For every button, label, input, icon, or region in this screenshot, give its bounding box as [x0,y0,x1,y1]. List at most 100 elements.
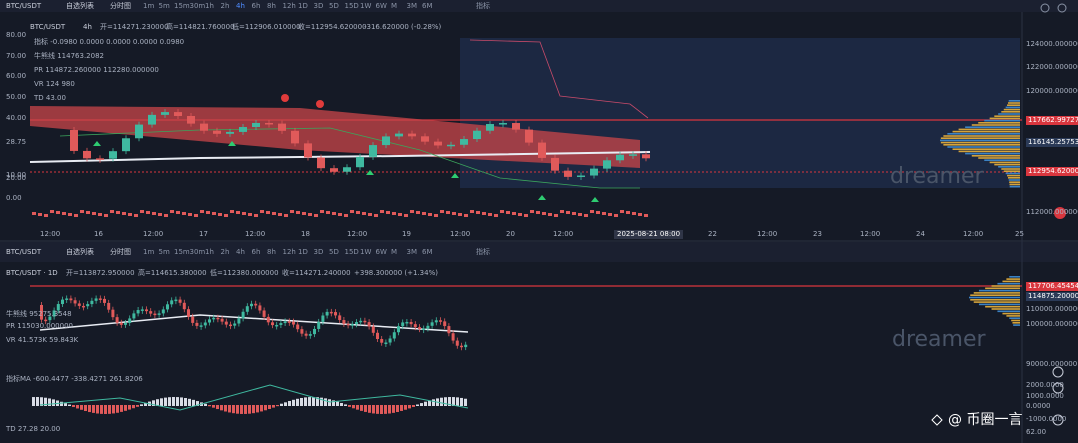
indicator-button[interactable]: 指标 [476,248,490,256]
decoration [203,322,207,326]
decoration [332,400,335,406]
decoration [1002,280,1020,283]
decoration [44,319,48,322]
y-axis-label: 40.00 [6,114,27,122]
decoration [140,210,144,213]
decoration [146,211,150,214]
time-label: 22 [708,230,717,238]
decoration [392,405,395,413]
decoration [494,214,498,217]
decoration [642,154,650,159]
decoration [965,126,1020,128]
decoration [978,157,1020,159]
interval[interactable]: 30m [189,2,206,10]
interval[interactable]: 5m [158,2,170,10]
decoration [152,212,156,215]
interval[interactable]: M [391,248,398,256]
interval[interactable]: 15m [174,248,190,256]
interval[interactable]: 1m [143,2,155,10]
decoration [991,285,1020,287]
decoration [518,213,522,216]
interval[interactable]: 12h [282,2,296,10]
interval[interactable]: 6W [375,2,387,10]
decoration [230,210,234,213]
ohlc: 收=112954.620000 [298,23,367,31]
interval[interactable]: 5D [329,2,339,10]
decoration [220,405,223,411]
indicator-button[interactable]: 指标 [476,2,490,10]
interval[interactable]: 6h [251,248,261,256]
interval[interactable]: 4h [236,248,245,256]
decoration [1006,315,1020,317]
interval[interactable]: 1W [360,2,372,10]
interval[interactable]: 2h [220,2,230,10]
interval[interactable]: 6W [375,248,387,256]
decoration [266,211,270,214]
decoration [344,214,348,217]
interval-label[interactable]: 4h [83,23,92,31]
decoration [176,211,180,214]
decoration [278,123,286,131]
decoration [276,405,279,407]
tab[interactable]: 分时图 [110,2,131,10]
interval[interactable]: 2h [220,248,230,256]
decoration [44,214,48,217]
tab[interactable]: 分时图 [110,248,131,256]
interval[interactable]: 1m [143,248,155,256]
decoration [216,317,220,320]
interval[interactable]: 3D [313,2,324,10]
interval[interactable]: M [391,2,398,10]
interval[interactable]: 8h [267,2,276,10]
interval[interactable]: 15m [174,2,190,10]
decoration [69,298,73,301]
interval[interactable]: 3M [406,248,418,256]
decoration [265,122,273,125]
decoration [410,210,414,213]
interval[interactable]: 3M [406,2,418,10]
decoration [364,405,367,412]
tab[interactable]: 自选列表 [66,2,94,10]
decoration [304,333,308,336]
decoration [248,213,252,216]
time-label: 20 [506,230,515,238]
decoration [614,214,618,217]
interval[interactable]: 1D [298,2,308,10]
decoration [1008,102,1020,104]
tab[interactable]: 自选列表 [66,248,94,256]
decoration [233,323,237,326]
interval[interactable]: 3D [313,248,324,256]
decoration [952,148,1020,150]
interval[interactable]: 6M [422,2,433,10]
interval[interactable]: 1h [205,248,214,256]
decoration [596,211,600,214]
decoration [538,142,546,158]
decoration [368,213,372,216]
decoration [464,214,468,217]
interval[interactable]: 4h [236,2,245,10]
interval[interactable]: 5m [158,248,170,256]
decoration [98,213,102,216]
decoration [98,298,102,300]
interval[interactable]: 5D [329,248,339,256]
price-label: 1000.0000 [1026,392,1064,400]
interval[interactable]: 1W [360,248,372,256]
interval[interactable]: 30m [189,248,206,256]
interval[interactable]: 1h [205,2,214,10]
interval[interactable]: 6M [422,248,433,256]
interval[interactable]: 12h [282,248,296,256]
interval[interactable]: 1D [298,248,308,256]
decoration [940,137,1020,139]
time-label: 25 [1015,230,1024,238]
interval[interactable]: 8h [267,248,276,256]
decoration [376,332,379,340]
decoration [460,139,468,145]
decoration [109,151,117,159]
decoration [1007,174,1020,177]
decoration [952,130,1020,133]
interval[interactable]: 6h [251,2,261,10]
decoration [48,398,51,406]
decoration [39,384,469,411]
interval[interactable]: 15D [344,248,359,256]
interval[interactable]: 15D [344,2,359,10]
